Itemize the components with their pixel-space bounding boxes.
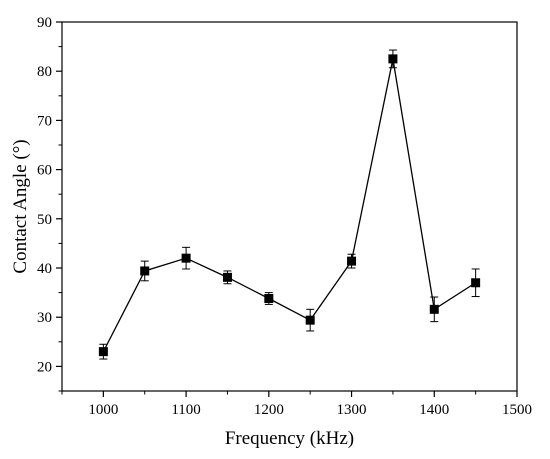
x-tick-label: 1000: [88, 402, 118, 418]
x-tick-label: 1200: [254, 402, 284, 418]
y-tick-label: 70: [37, 113, 52, 129]
data-markers: [98, 54, 481, 357]
plot-border: [61, 21, 518, 392]
y-tick-label: 30: [37, 310, 52, 326]
data-point: [98, 347, 108, 357]
x-tick-label: 1500: [502, 402, 532, 418]
x-axis-title: Frequency (kHz): [225, 428, 354, 449]
data-point: [264, 294, 274, 304]
series-polyline: [102, 58, 476, 352]
data-point: [140, 266, 150, 276]
y-axis-title: Contact Angle (°): [10, 139, 31, 273]
y-tick-label: 50: [37, 212, 52, 228]
y-axis: 20 30 40 50 60 70 80 90: [37, 15, 62, 392]
data-point: [471, 278, 481, 288]
x-tick-label: 1300: [337, 402, 367, 418]
y-tick-label: 40: [37, 261, 52, 277]
y-tick-label: 80: [37, 64, 52, 80]
x-tick-label: 1100: [171, 402, 200, 418]
plot-frame: [61, 21, 518, 392]
data-point: [181, 253, 191, 263]
data-point: [388, 54, 398, 64]
data-point: [429, 304, 439, 314]
y-tick-label: 60: [37, 163, 52, 179]
data-point: [305, 315, 315, 325]
data-point: [347, 256, 357, 266]
x-axis: 1000 1100 1200 1300 1400 1500: [61, 391, 532, 418]
y-tick-label: 90: [37, 15, 52, 31]
error-bars: [99, 49, 480, 360]
x-tick-label: 1400: [419, 402, 449, 418]
data-point: [222, 272, 232, 282]
y-tick-label: 20: [37, 359, 52, 375]
series-line: [102, 58, 476, 352]
